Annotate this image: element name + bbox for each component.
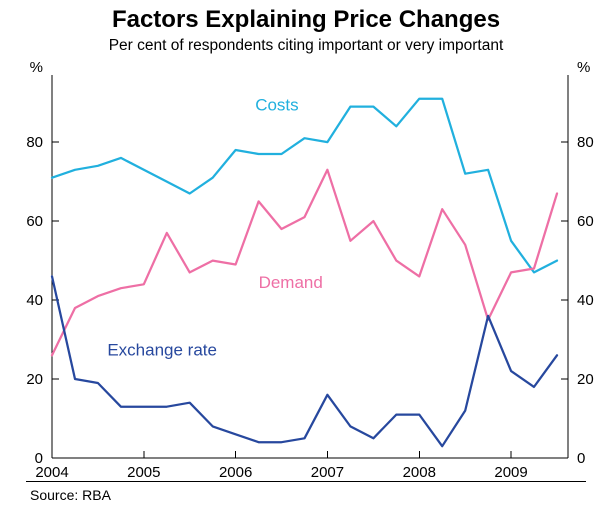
series-label-exchange-rate: Exchange rate — [107, 340, 217, 359]
footer-divider — [26, 481, 586, 482]
y-tick-label-right-60: 60 — [577, 213, 594, 230]
y-tick-label-right-80: 80 — [577, 134, 594, 151]
x-tick-label-2006: 2006 — [219, 464, 252, 480]
y-unit-left: % — [30, 62, 43, 76]
series-line-demand — [50, 168, 559, 357]
x-tick-label-2005: 2005 — [127, 464, 160, 480]
y-tick-label-right-40: 40 — [577, 292, 594, 309]
x-tick-label-2009: 2009 — [494, 464, 527, 480]
price-factors-chart: 0 0 20 20 40 40 60 60 80 80% % 2004 2005 2006 2007 2008… — [26, 62, 594, 480]
source-note: Source: RBA — [30, 487, 111, 503]
y-tick-label-left-60: 60 — [26, 213, 43, 230]
series-label-demand: Demand — [259, 273, 323, 292]
x-tick-label-2008: 2008 — [403, 464, 436, 480]
chart-subtitle: Per cent of respondents citing important… — [108, 37, 504, 54]
y-tick-label-right-20: 20 — [577, 371, 594, 388]
y-tick-label-left-80: 80 — [26, 134, 43, 151]
series-line-costs — [50, 97, 559, 274]
y-unit-right: % — [577, 62, 590, 76]
y-tick-label-left-20: 20 — [26, 371, 43, 388]
y-tick-label-left-0: 0 — [35, 450, 43, 467]
chart-title: Factors Explaining Price Changes — [111, 6, 501, 33]
y-tick-label-right-0: 0 — [577, 450, 585, 467]
x-tick-label-2007: 2007 — [311, 464, 344, 480]
y-tick-label-left-40: 40 — [26, 292, 43, 309]
series-line-exchange-rate — [50, 275, 559, 448]
series-label-costs: Costs — [255, 96, 298, 115]
x-tick-label-2004: 2004 — [35, 464, 68, 480]
